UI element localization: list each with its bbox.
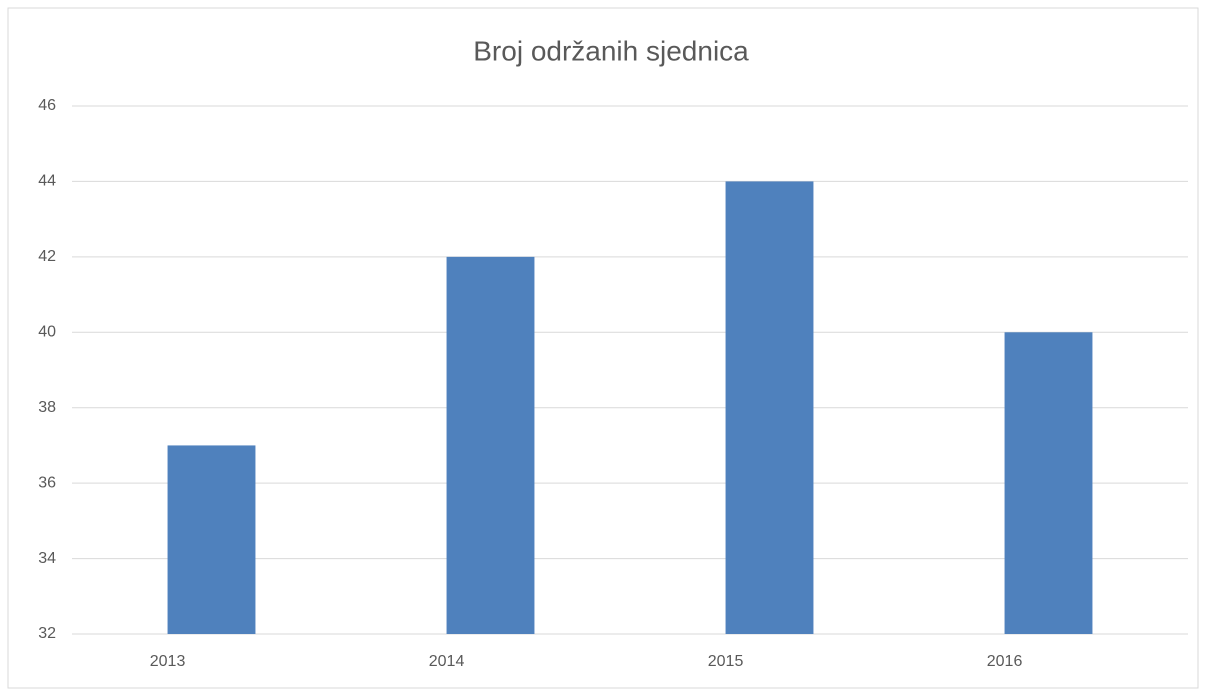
- y-tick-label: 34: [38, 550, 56, 567]
- y-tick-label: 38: [38, 399, 56, 416]
- x-tick-label: 2016: [987, 653, 1023, 670]
- y-tick-label: 32: [38, 625, 56, 642]
- y-tick-label: 36: [38, 474, 56, 491]
- y-tick-label: 40: [38, 324, 56, 341]
- y-tick-label: 46: [38, 97, 56, 114]
- bar: [725, 181, 814, 634]
- chart-title: Broj održanih sjednica: [473, 35, 749, 66]
- y-tick-label: 44: [38, 173, 56, 190]
- x-tick-label: 2014: [429, 653, 465, 670]
- x-tick-label: 2013: [150, 653, 186, 670]
- bar: [1004, 332, 1093, 634]
- x-tick-label: 2015: [708, 653, 744, 670]
- bar: [446, 256, 535, 634]
- bar: [167, 445, 256, 634]
- y-tick-label: 42: [38, 248, 56, 265]
